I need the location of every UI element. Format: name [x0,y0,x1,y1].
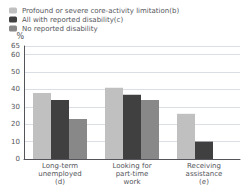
svg-text:20: 20 [11,120,20,128]
svg-text:Profound or severe core-activi: Profound or severe core-activity limitat… [22,7,179,15]
svg-text:Looking for: Looking for [112,162,151,170]
svg-text:unemployed: unemployed [38,170,82,178]
svg-text:60: 60 [11,51,20,59]
svg-text:0: 0 [16,155,20,163]
svg-text:%: % [16,32,24,41]
svg-text:Receiving: Receiving [187,162,221,170]
svg-text:30: 30 [11,103,20,111]
svg-text:part-time: part-time [116,170,149,178]
svg-text:10: 10 [11,138,20,146]
svg-text:work: work [124,178,142,186]
svg-text:(e): (e) [199,178,209,186]
svg-text:No reported disability: No reported disability [22,25,98,33]
svg-text:All with reported disability(c: All with reported disability(c) [22,16,123,24]
svg-text:65: 65 [11,42,20,50]
svg-text:40: 40 [11,85,20,93]
svg-text:assistance: assistance [186,170,223,178]
svg-text:Long-term: Long-term [42,162,78,170]
svg-text:50: 50 [11,68,20,76]
svg-text:(d): (d) [55,178,65,186]
